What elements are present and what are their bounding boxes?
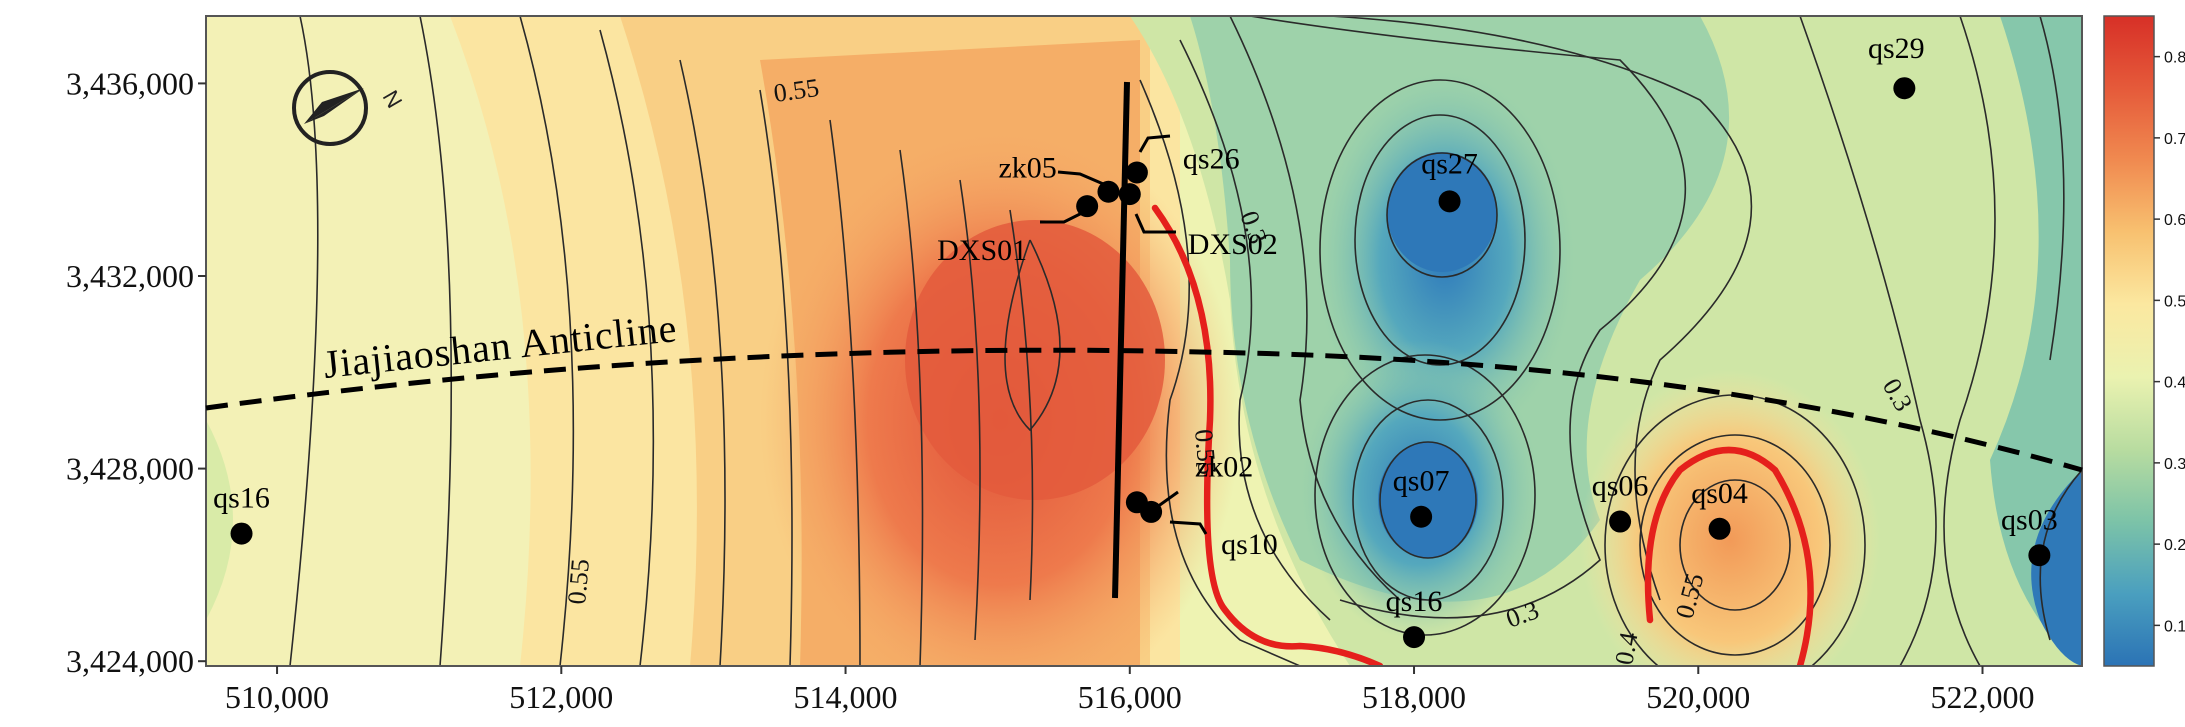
x-tick-label-2: 514,000: [794, 679, 898, 715]
x-tick-label-3: 516,000: [1078, 679, 1182, 715]
sample-point-label-6: zk02: [1195, 450, 1253, 483]
sample-point-qs06-9: [1609, 510, 1632, 533]
sample-point-label-7: qs10: [1221, 528, 1278, 561]
colorbar-tick-label-2: 0.6: [2164, 212, 2185, 229]
sample-point-qs04-10: [1708, 517, 1731, 540]
sample-point-label-13: qs16: [1386, 585, 1443, 618]
x-tick-label-1: 512,000: [509, 679, 613, 715]
sample-point-label-11: qs03: [2001, 503, 2058, 536]
sample-point-label-4: DXS02: [1188, 228, 1278, 261]
y-tick-label-0: 3,424,000: [66, 643, 194, 679]
sample-point-label-3: DXS01: [937, 234, 1027, 267]
sample-point-label-8: qs07: [1393, 465, 1450, 498]
sample-point-qs27-5: [1438, 190, 1461, 213]
sample-point-qs16-13: [1403, 626, 1426, 649]
x-axis: 510,000 512,000 514,000 516,000 518,000 520,0…: [225, 666, 2035, 715]
contour-label-3: 0.55: [562, 558, 595, 606]
sample-point-dxs02-4: [1118, 183, 1141, 206]
sample-point-label-12: qs16: [213, 482, 270, 515]
sample-point-zk05-2: [1097, 180, 1120, 203]
sample-point-qs03-11: [2028, 544, 2051, 567]
sample-point-qs29-0: [1893, 77, 1916, 100]
sample-point-label-9: qs06: [1592, 470, 1649, 503]
colorbar-tick-label-4: 0.4: [2164, 375, 2185, 392]
sample-point-label-10: qs04: [1691, 477, 1748, 510]
y-tick-label-2: 3,432,000: [66, 258, 194, 294]
sample-point-dxs01-3: [1076, 195, 1099, 218]
colorbar-tick-label-7: 0.1: [2164, 618, 2185, 635]
sample-point-qs10-7: [1140, 500, 1163, 523]
sample-point-label-2: zk05: [998, 152, 1056, 185]
sample-point-label-5: qs27: [1421, 147, 1478, 180]
sample-point-qs07-8: [1410, 505, 1433, 528]
contour-label-7: 0.4: [1609, 630, 1643, 667]
anticline-axis-line: [205, 347, 2083, 473]
colorbar-tick-label-1: 0.7: [2164, 131, 2185, 148]
contour-label-0: 0.55: [772, 73, 821, 108]
x-tick-label-5: 520,000: [1646, 679, 1750, 715]
sample-point-label-0: qs29: [1868, 32, 1925, 65]
contour-value-labels: 0.55 0.3 0.55 0.55 0.3 0.55 0.3 0.4: [562, 73, 1918, 667]
colorbar-tick-label-6: 0.2: [2164, 537, 2185, 554]
sample-point-qs26-1: [1125, 161, 1148, 184]
colorbar: 0.8 0.7 0.6 0.5 0.4 0.3 0.2 0.1: [2103, 15, 2185, 667]
colorbar-tick-label-3: 0.5: [2164, 293, 2185, 310]
sample-points: qs29 qs26 zk05 DXS01 DXS02 qs27 zk02 qs10 qs07 qs…: [213, 32, 2058, 649]
profile-line: [1112, 81, 1130, 599]
colorbar-tick-label-5: 0.3: [2164, 456, 2185, 473]
colorbar-tick-label-0: 0.8: [2164, 50, 2185, 67]
y-tick-label-1: 3,428,000: [66, 451, 194, 487]
sample-point-qs16-12: [230, 522, 253, 545]
plot-frame: [205, 15, 2083, 667]
x-tick-label-6: 522,000: [1931, 679, 2035, 715]
y-axis: 3,424,000 3,428,000 3,432,000 3,436,000: [66, 65, 206, 679]
x-tick-label-4: 518,000: [1362, 679, 1466, 715]
x-tick-label-0: 510,000: [225, 679, 329, 715]
contour-label-2: 0.55: [1189, 428, 1222, 476]
sample-point-label-1: qs26: [1183, 142, 1240, 175]
y-tick-label-3: 3,436,000: [66, 65, 194, 101]
